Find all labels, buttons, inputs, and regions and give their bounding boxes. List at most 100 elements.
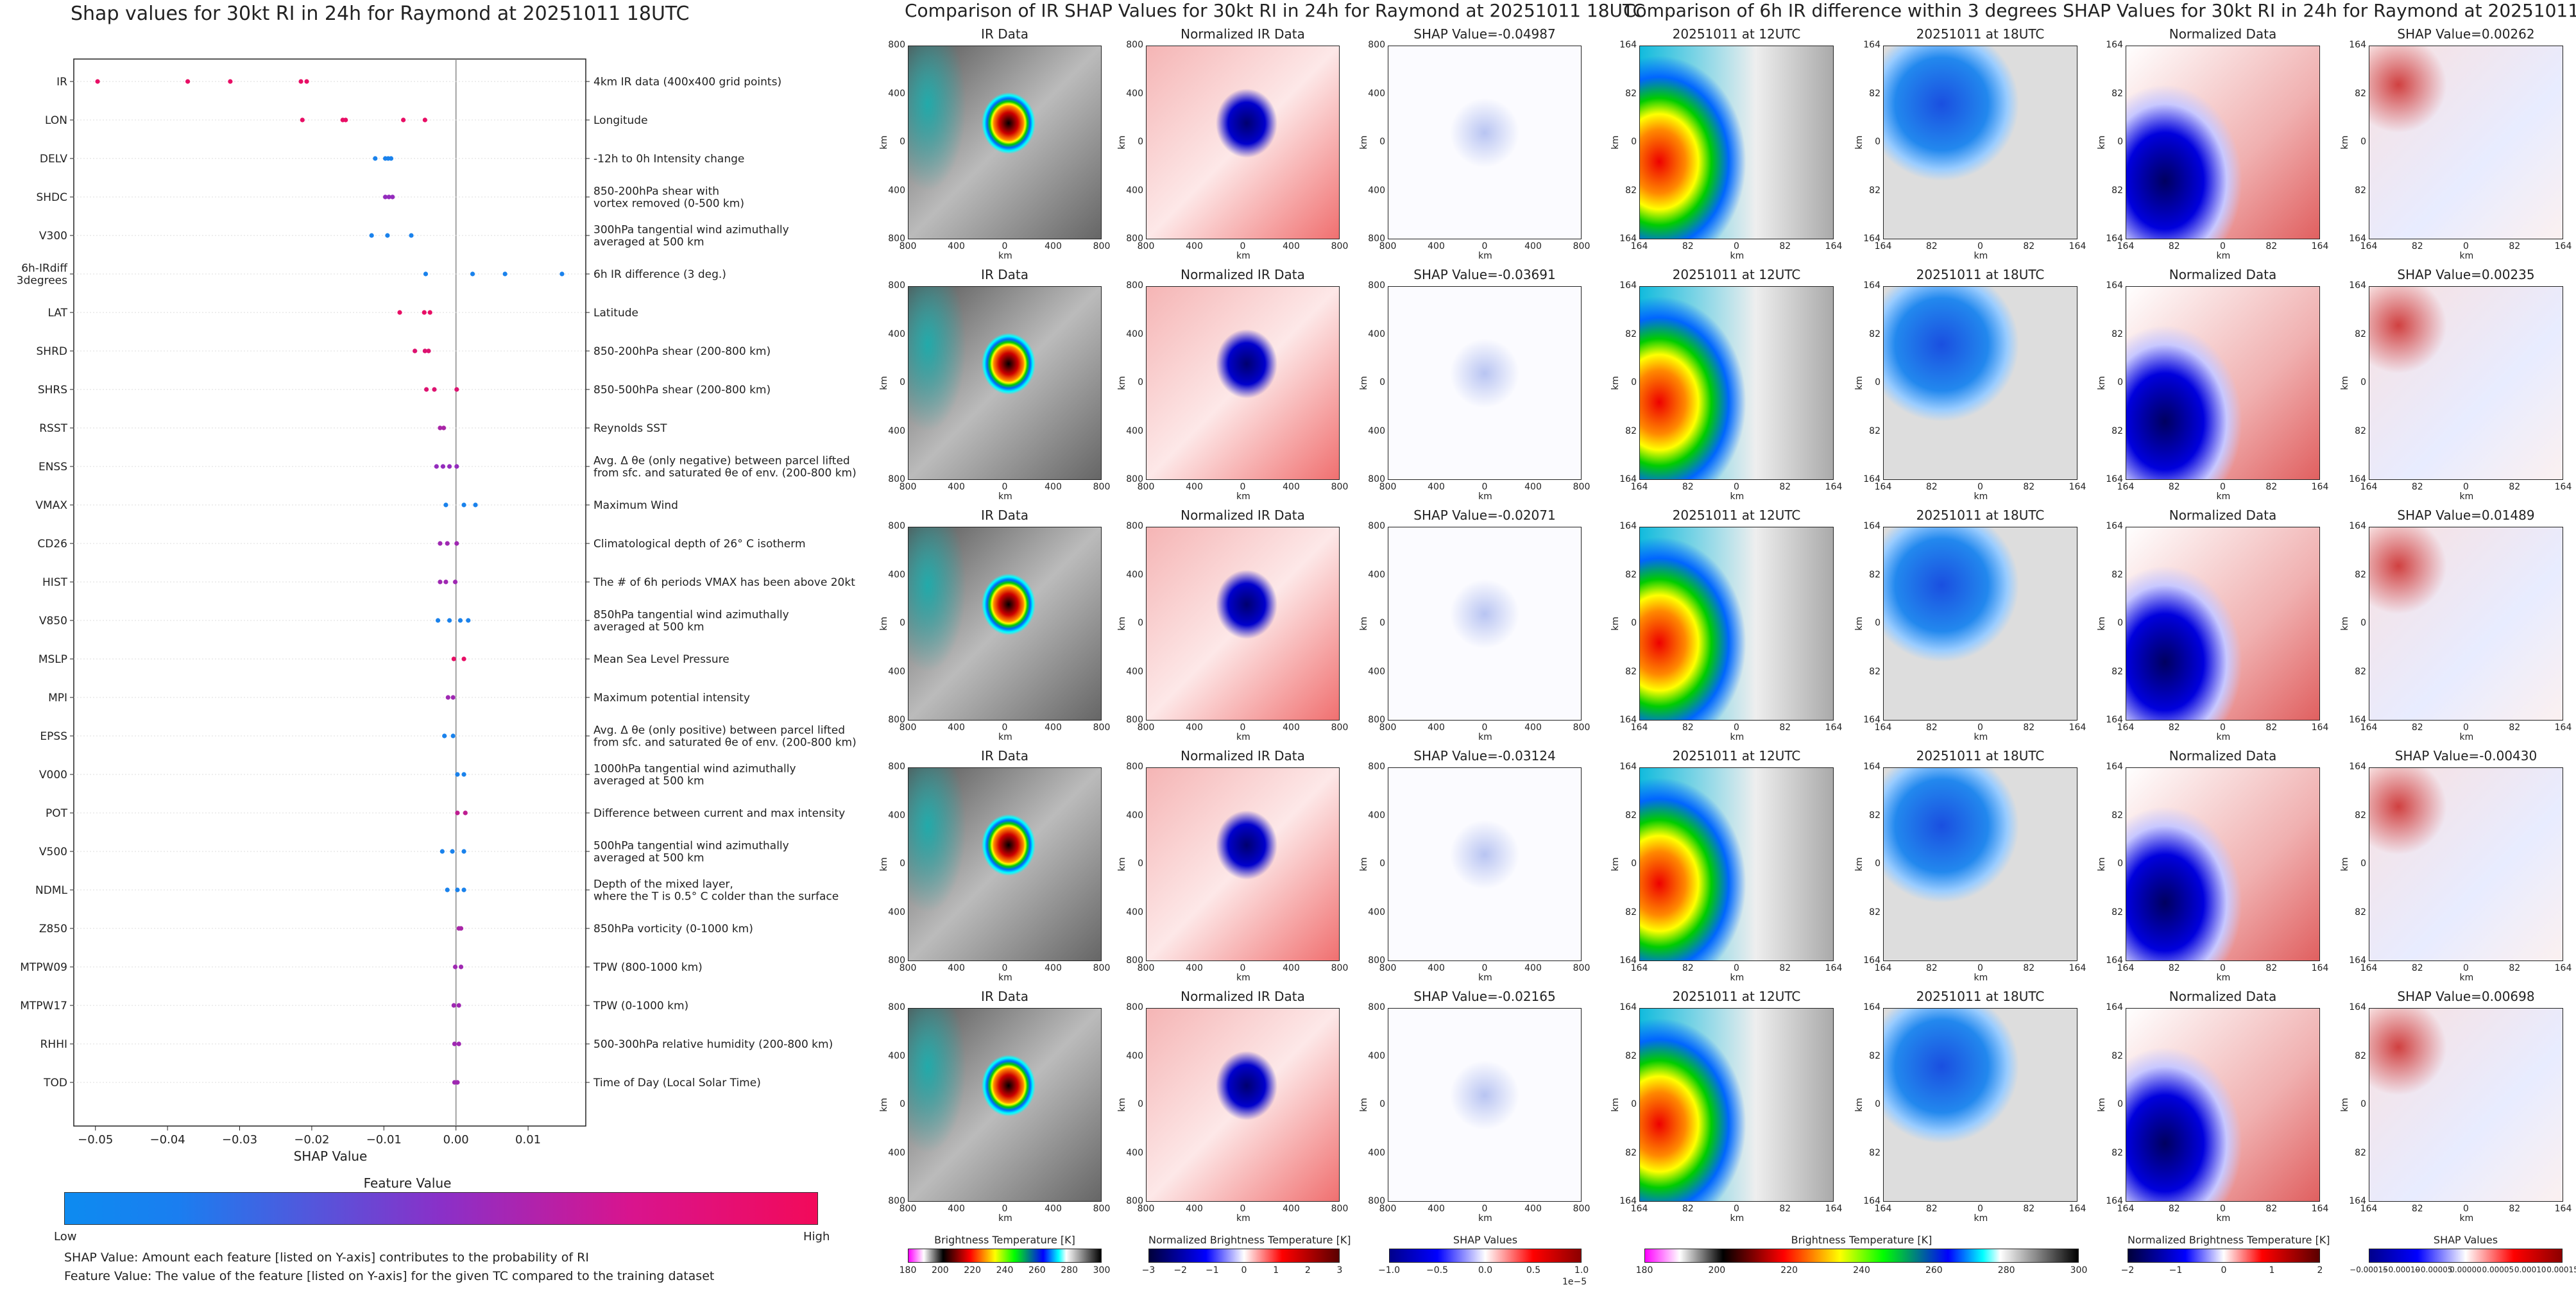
y-tick-label: 400 <box>1368 425 1385 436</box>
y-tick-label: 0 <box>900 377 905 388</box>
shap-point <box>450 695 456 700</box>
x-axis-label: km <box>2216 491 2231 502</box>
x-tick-label: 0 <box>1734 1204 1739 1214</box>
y-tick-label: 0 <box>1631 1099 1637 1109</box>
colorbar-tick-label: 240 <box>996 1265 1014 1276</box>
shap-point <box>422 310 427 315</box>
x-tick-label: 82 <box>2509 963 2521 973</box>
feature-description: Time of Day (Local Solar Time) <box>593 1077 761 1089</box>
y-tick-label: 164 <box>1863 955 1881 966</box>
shap-point <box>461 849 466 854</box>
x-tick-label: 82 <box>2265 482 2278 492</box>
colorbar-tick-label: 1.0 <box>1574 1265 1589 1276</box>
x-tick-label: 800 <box>1331 482 1349 492</box>
x-tick-label: 400 <box>1283 482 1300 492</box>
colorbar-tick-label: −1.0 <box>1378 1265 1400 1276</box>
x-axis-label: km <box>2216 1213 2231 1224</box>
image-panel <box>2369 286 2563 480</box>
panel-title: IR Data <box>981 508 1028 523</box>
x-tick-label: 82 <box>2168 241 2180 252</box>
x-tick-label: 400 <box>1186 1204 1203 1214</box>
colorbar <box>1389 1249 1582 1263</box>
colorbar-tick-label: −0.00015 <box>2350 1265 2388 1274</box>
panel-title: SHAP Value=-0.04987 <box>1413 26 1556 42</box>
x-axis-label: km <box>1730 491 1744 502</box>
y-tick-label: 0 <box>1875 137 1881 147</box>
colorbar-tick-label: −0.00010 <box>2382 1265 2421 1274</box>
x-tick-label: 0 <box>1734 241 1739 252</box>
shap-point <box>435 618 441 623</box>
x-tick-label: 800 <box>1137 722 1155 733</box>
y-tick-label: 400 <box>1126 569 1143 580</box>
y-tick-label: 82 <box>1869 1147 1881 1158</box>
y-tick-label: 0 <box>2360 1099 2366 1109</box>
panel-title: 20251011 at 18UTC <box>1916 267 2045 282</box>
shap-point <box>455 1080 460 1085</box>
x-tick-label: 82 <box>2411 1204 2423 1214</box>
feature-description: Longitude <box>593 114 648 127</box>
x-tick-label: 0 <box>2463 241 2469 252</box>
x-tick-label: 164 <box>1630 1204 1648 1214</box>
image-panel <box>908 767 1102 961</box>
x-axis-label: km <box>998 1213 1012 1224</box>
feature-description: 300hPa tangential wind azimuthally <box>593 224 789 237</box>
feature-label: SHRD <box>37 345 67 358</box>
y-tick-label: 400 <box>1126 810 1143 821</box>
x-tick-label: 82 <box>2265 1204 2278 1214</box>
shap-point <box>442 733 447 738</box>
x-tick-label: 164 <box>2117 482 2135 492</box>
x-tick-label: 400 <box>1186 963 1203 973</box>
y-tick-label: 164 <box>1619 762 1637 772</box>
x-tick-label: 800 <box>899 963 917 973</box>
y-tick-label: 800 <box>888 234 905 244</box>
y-tick-label: 400 <box>1368 569 1385 580</box>
feature-description: -12h to 0h Intensity change <box>593 153 744 166</box>
x-tick-label: 164 <box>1825 1204 1843 1214</box>
x-tick-label: 800 <box>899 241 917 252</box>
image-panel <box>1639 767 1834 961</box>
y-tick-label: 0 <box>900 137 905 147</box>
x-tick-label: 0 <box>2220 722 2226 733</box>
x-tick-label: 164 <box>2117 963 2135 973</box>
x-tick-label: 82 <box>2509 482 2521 492</box>
y-tick-label: 0 <box>1138 137 1143 147</box>
x-axis-label: km <box>1974 491 1988 502</box>
x-tick-label: 82 <box>2509 722 2521 733</box>
feature-label: SHDC <box>36 191 67 204</box>
panel-title: Normalized IR Data <box>1181 267 1305 282</box>
feature-label: 6h-IRdiff <box>21 262 68 275</box>
shap-point <box>369 233 374 238</box>
x-axis-label: km <box>2216 251 2231 261</box>
y-tick-label: 82 <box>1625 88 1637 99</box>
image-panel <box>1388 286 1582 480</box>
panel-title: 20251011 at 18UTC <box>1916 26 2045 42</box>
y-tick-label: 400 <box>1126 88 1143 99</box>
x-tick-label: 82 <box>1779 963 1791 973</box>
feature-description: 500-300hPa relative humidity (200-800 km… <box>593 1038 833 1051</box>
y-tick-label: 0 <box>1875 858 1881 869</box>
feature-description: 850-500hPa shear (200-800 km) <box>593 384 771 397</box>
y-tick-label: 82 <box>1869 329 1881 339</box>
y-tick-label: 164 <box>2349 521 2366 531</box>
y-tick-label: 82 <box>2355 1050 2366 1061</box>
y-tick-label: 0 <box>2360 377 2366 388</box>
x-tick-label: 800 <box>1379 722 1397 733</box>
shap-point <box>409 233 414 238</box>
feature-label: V850 <box>39 615 67 627</box>
shap-note-2: Feature Value: The value of the feature … <box>64 1269 715 1283</box>
feature-description: Avg. Δ θe (only negative) between parcel… <box>593 455 850 468</box>
feature-description: 6h IR difference (3 deg.) <box>593 268 726 281</box>
x-tick-label: −0.01 <box>366 1133 402 1147</box>
x-tick-label: 400 <box>1428 963 1445 973</box>
y-tick-label: 400 <box>1368 185 1385 196</box>
x-tick-label: 400 <box>1045 963 1062 973</box>
x-tick-label: 800 <box>1093 722 1111 733</box>
x-axis-label: km <box>1236 732 1250 742</box>
x-tick-label: 82 <box>1779 1204 1791 1214</box>
x-axis-label: km <box>1236 251 1250 261</box>
ir-group-title: Comparison of IR SHAP Values for 30kt RI… <box>905 0 1646 21</box>
image-panel <box>1883 286 2077 480</box>
shap-point <box>458 964 464 969</box>
x-tick-label: 0 <box>2463 722 2469 733</box>
shap-point <box>343 117 348 123</box>
